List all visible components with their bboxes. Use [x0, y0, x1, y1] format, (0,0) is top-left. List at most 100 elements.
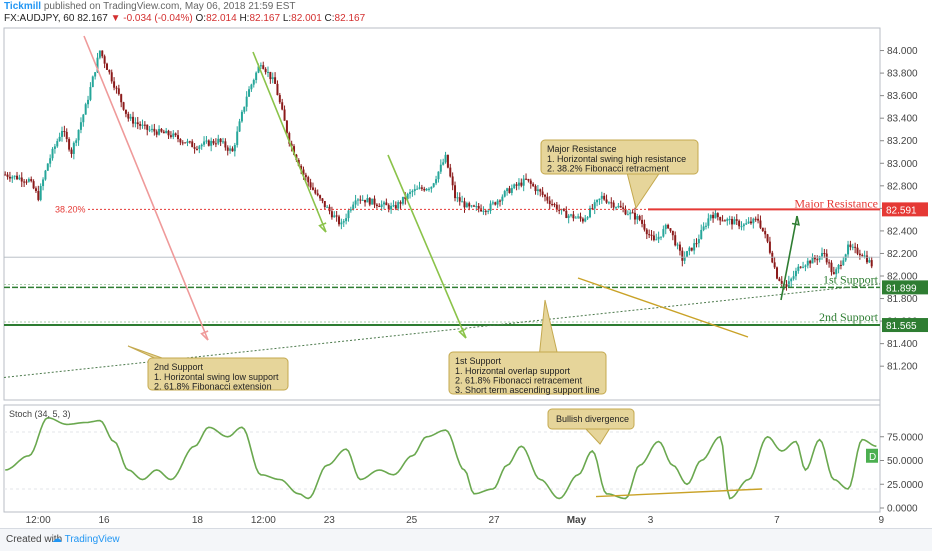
candle-body [193, 147, 196, 149]
candle-body [44, 170, 47, 180]
candle-body [700, 229, 703, 240]
major-resistance-label: Major Resistance [794, 196, 878, 210]
candle-body [759, 220, 762, 228]
candle-body [593, 202, 596, 209]
candle-body [212, 140, 215, 144]
candle-body [603, 195, 606, 200]
candle-body [143, 124, 146, 126]
candle-body [579, 216, 582, 219]
candle-body [177, 135, 180, 140]
fib-extension-arrow-head [200, 330, 209, 341]
candle-body [37, 191, 40, 200]
candle-body [394, 205, 397, 209]
candle-body [690, 247, 693, 251]
candle-body [496, 200, 499, 205]
candle-body [624, 208, 627, 215]
candle-body [747, 221, 750, 224]
first-support-line: 3. Short term ascending support line [455, 385, 600, 395]
candle-body [577, 216, 580, 218]
candle-body [683, 256, 686, 261]
candle-body [222, 141, 224, 143]
candle-body [655, 239, 658, 241]
candle-body [574, 217, 577, 219]
candle-body [567, 215, 570, 218]
created-with-text: Created with [6, 534, 63, 545]
candle-body [854, 246, 857, 248]
candle-body [619, 205, 622, 208]
candle-body [413, 189, 416, 192]
main-pane [3, 27, 881, 401]
candle-body [832, 272, 835, 275]
candle-body [799, 266, 802, 268]
candle-body [468, 203, 471, 207]
candle-body [217, 138, 220, 144]
candle-body [539, 189, 542, 192]
candle-body [278, 95, 281, 103]
candle-body [809, 260, 812, 264]
candle-body [46, 163, 49, 171]
stoch-d-marker [866, 448, 878, 463]
candle-body [645, 229, 648, 235]
ascending-support-line [3, 283, 881, 378]
candle-body [262, 65, 265, 69]
candle-body [749, 221, 752, 224]
price-tick-label: 82.800 [887, 181, 918, 192]
candle-body [338, 216, 341, 225]
candle-body [323, 200, 326, 208]
candle-body [532, 183, 535, 187]
x-tick-label: 27 [488, 515, 500, 526]
price-tick-label: 83.200 [887, 136, 918, 147]
bullish-target-arrow-head [791, 215, 800, 226]
candle-body [425, 188, 428, 191]
candle-body [678, 244, 681, 251]
candle-body [551, 204, 554, 206]
candle-body [813, 257, 816, 260]
candle-body [420, 187, 423, 189]
candle-body [89, 87, 92, 100]
candle-body [56, 141, 59, 147]
price-tick-label: 83.600 [887, 91, 918, 102]
price-tick-label: 81.800 [887, 294, 918, 305]
low-value: 82.001 [291, 13, 322, 24]
tradingview-logo[interactable]: ☁ TradingView [52, 534, 120, 545]
price-chart[interactable]: 84.000 83.800 83.600 83.400 83.200 83.000 82.8… [0, 0, 932, 528]
candle-body [392, 205, 395, 207]
candle-body [686, 251, 689, 257]
candle-body [219, 138, 222, 143]
candle-body [162, 131, 165, 134]
price-tick-label: 81.400 [887, 339, 918, 350]
candle-body [818, 256, 821, 260]
candle-body [617, 205, 620, 208]
candle-body [588, 208, 591, 218]
candle-body [319, 195, 322, 199]
candle-body [629, 212, 632, 215]
candle-body [101, 50, 104, 57]
candle-body [314, 189, 317, 194]
candle-body [712, 214, 715, 219]
chart-header: Tickmill published on TradingView.com, M… [4, 1, 924, 27]
pullback-arrow-1 [252, 51, 327, 233]
candle-body [210, 140, 213, 146]
fib-extension-arrow [83, 35, 209, 341]
candle-body [868, 260, 871, 263]
bullish-target-arrow [780, 215, 798, 301]
candle-body [484, 210, 487, 212]
candle-body [792, 276, 795, 279]
candle-body [186, 141, 189, 144]
publisher-name[interactable]: Tickmill [4, 1, 42, 12]
candle-body [181, 142, 184, 144]
candle-body [570, 214, 573, 216]
candle-body [34, 188, 37, 192]
candle-body [501, 196, 504, 202]
candle-body [650, 234, 653, 236]
candle-body [591, 208, 594, 210]
candle-body [553, 204, 556, 206]
candle-body [316, 193, 319, 196]
candle-body [77, 129, 80, 141]
candle-body [555, 204, 558, 210]
symbol-label[interactable]: FX:AUDJPY, 60 [4, 13, 75, 24]
candle-body [847, 244, 850, 255]
candle-body [802, 266, 805, 268]
candle-body [375, 204, 378, 207]
candle-body [91, 76, 94, 88]
